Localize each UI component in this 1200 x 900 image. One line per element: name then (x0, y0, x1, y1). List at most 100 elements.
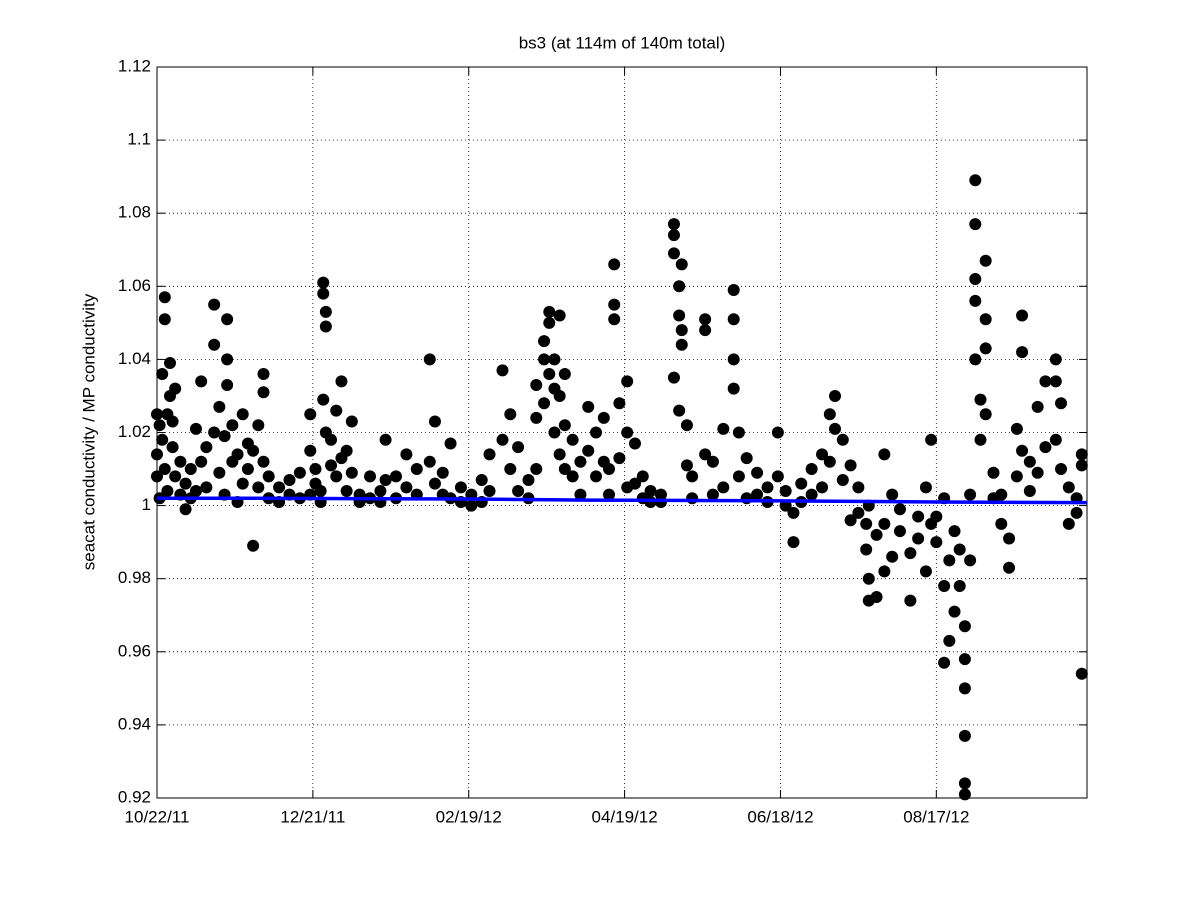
point (189, 484, 202, 497)
point (860, 543, 873, 556)
point (538, 397, 551, 410)
point (1039, 375, 1052, 388)
y-tick-label: 0.98 (118, 568, 151, 587)
x-tick-label: 12/21/11 (280, 807, 345, 826)
point (158, 291, 171, 304)
point (675, 324, 688, 337)
point (1049, 375, 1062, 388)
point (553, 448, 566, 461)
point (1039, 441, 1052, 454)
point (953, 580, 966, 593)
point (969, 294, 982, 307)
point (293, 466, 306, 479)
point (530, 378, 543, 391)
x-tick-label: 04/19/12 (592, 807, 658, 826)
point (1062, 481, 1075, 494)
y-tick-label: 1.06 (118, 276, 151, 295)
point (590, 426, 603, 439)
point (512, 484, 525, 497)
point (273, 481, 286, 494)
point (543, 316, 556, 329)
y-tick-label: 1.08 (118, 203, 151, 222)
point (213, 466, 226, 479)
point (727, 382, 740, 395)
point (330, 470, 343, 483)
point (836, 474, 849, 487)
point (686, 492, 699, 505)
point (345, 415, 358, 428)
point (200, 481, 213, 494)
point (158, 313, 171, 326)
point (252, 419, 265, 432)
point (195, 455, 208, 468)
point (304, 444, 317, 457)
point (454, 481, 467, 494)
point (608, 313, 621, 326)
point (761, 481, 774, 494)
point (1055, 397, 1068, 410)
point (530, 463, 543, 476)
point (958, 653, 971, 666)
point (958, 620, 971, 633)
point (893, 503, 906, 516)
point (174, 455, 187, 468)
point (163, 357, 176, 370)
x-tick-label: 08/17/12 (903, 807, 969, 826)
point (1070, 506, 1083, 519)
point (1031, 400, 1044, 413)
point (522, 474, 535, 487)
point (1003, 532, 1016, 545)
point (751, 466, 764, 479)
y-tick-label: 0.92 (118, 787, 151, 806)
point (169, 382, 182, 395)
point (852, 481, 865, 494)
chart-title: bs3 (at 114m of 140m total) (519, 33, 726, 52)
point (717, 422, 730, 435)
point (829, 389, 842, 402)
point (236, 408, 249, 421)
point (226, 419, 239, 432)
point (504, 463, 517, 476)
point (1023, 455, 1036, 468)
point (644, 484, 657, 497)
point (680, 459, 693, 472)
point (930, 510, 943, 523)
point (1016, 309, 1029, 322)
point (436, 466, 449, 479)
point (304, 408, 317, 421)
point (608, 298, 621, 311)
point (979, 408, 992, 421)
point (878, 448, 891, 461)
point (919, 565, 932, 578)
point (166, 441, 179, 454)
point (543, 368, 556, 381)
point (247, 444, 260, 457)
point (231, 448, 244, 461)
point (208, 426, 221, 439)
point (805, 463, 818, 476)
x-tick-label: 02/19/12 (436, 807, 502, 826)
point (995, 517, 1008, 530)
point (156, 368, 169, 381)
point (912, 532, 925, 545)
point (389, 470, 402, 483)
point (636, 470, 649, 483)
point (153, 419, 166, 432)
point (948, 605, 961, 618)
point (603, 488, 616, 501)
point (314, 484, 327, 497)
point (156, 433, 169, 446)
point (221, 353, 234, 366)
point (732, 470, 745, 483)
point (787, 536, 800, 549)
point (964, 554, 977, 567)
point (538, 353, 551, 366)
point (795, 477, 808, 490)
point (805, 488, 818, 501)
point (974, 433, 987, 446)
point (317, 276, 330, 289)
point (613, 397, 626, 410)
point (574, 455, 587, 468)
point (740, 492, 753, 505)
